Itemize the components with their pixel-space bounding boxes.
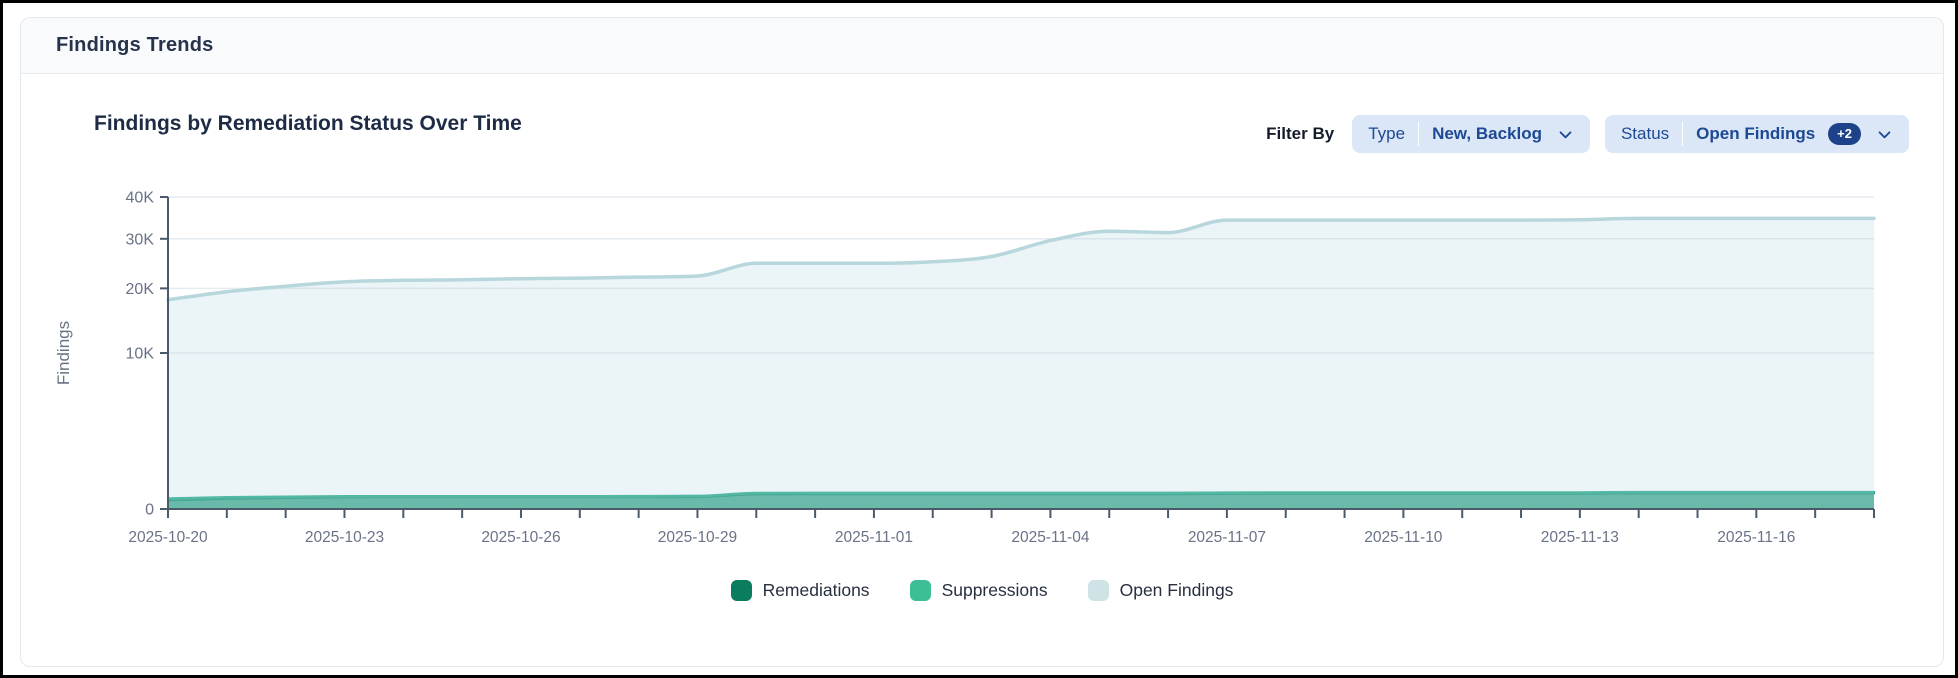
type-filter-dropdown[interactable]: Type New, Backlog bbox=[1352, 115, 1590, 153]
findings-trend-chart: 0 10K 20K 30K 40K 2025-10-20 2025-10-23 2025-10… bbox=[54, 190, 1876, 546]
x-tick-label: 2025-10-20 bbox=[128, 529, 208, 546]
status-filter-label: Status bbox=[1620, 124, 1670, 143]
y-tick-label: 10K bbox=[126, 346, 155, 363]
y-axis-title: Findings bbox=[54, 321, 73, 385]
status-filter-dropdown[interactable]: Status Open Findings +2 bbox=[1604, 115, 1909, 153]
filter-by-label: Filter By bbox=[1266, 124, 1335, 143]
y-tick-label: 40K bbox=[126, 190, 155, 207]
x-tick-label: 2025-11-10 bbox=[1364, 529, 1443, 546]
x-tick-label: 2025-10-23 bbox=[305, 529, 384, 546]
x-tick-label: 2025-10-29 bbox=[658, 529, 737, 546]
x-tick-label: 2025-11-04 bbox=[1011, 529, 1090, 546]
x-tick-label: 2025-11-07 bbox=[1188, 529, 1266, 546]
card-title: Findings Trends bbox=[56, 34, 214, 56]
y-tick-label: 30K bbox=[126, 231, 155, 248]
legend-label: Suppressions bbox=[941, 580, 1048, 600]
legend-label: Open Findings bbox=[1119, 580, 1234, 600]
chart-title: Findings by Remediation Status Over Time bbox=[94, 112, 522, 135]
y-tick-label: 20K bbox=[126, 281, 155, 298]
x-tick-label: 2025-11-16 bbox=[1717, 529, 1795, 546]
legend-swatch-icon bbox=[1087, 580, 1109, 601]
x-tick-label: 2025-11-13 bbox=[1541, 529, 1619, 546]
chevron-down-icon bbox=[1559, 130, 1572, 138]
legend-item-remediations[interactable]: Remediations bbox=[730, 580, 870, 601]
x-tick-label: 2025-10-26 bbox=[481, 529, 560, 546]
x-tick-label: 2025-11-01 bbox=[835, 529, 913, 546]
divider bbox=[1418, 122, 1420, 146]
type-filter-label: Type bbox=[1368, 124, 1406, 143]
card-header: Findings Trends bbox=[21, 18, 1943, 74]
status-filter-value: Open Findings bbox=[1696, 124, 1816, 143]
chart-legend: Remediations Suppressions Open Findings bbox=[21, 580, 1943, 601]
legend-label: Remediations bbox=[762, 580, 870, 600]
y-tick-label: 0 bbox=[145, 502, 154, 519]
line-series-open-findings bbox=[166, 216, 1876, 302]
area-series-open-findings bbox=[168, 218, 1874, 509]
findings-trends-card: Findings Trends Findings by Remediation … bbox=[20, 17, 1944, 667]
divider bbox=[1682, 122, 1684, 146]
chevron-down-icon bbox=[1878, 130, 1891, 138]
legend-swatch-icon bbox=[730, 580, 752, 601]
legend-swatch-icon bbox=[909, 580, 931, 601]
type-filter-value: New, Backlog bbox=[1432, 124, 1542, 143]
line-series-suppressions bbox=[166, 490, 1876, 500]
filter-row: Filter By Type New, Backlog Status Open … bbox=[1266, 115, 1909, 153]
status-extra-count-badge: +2 bbox=[1828, 123, 1861, 145]
legend-item-suppressions[interactable]: Suppressions bbox=[909, 580, 1048, 601]
legend-item-open-findings[interactable]: Open Findings bbox=[1087, 580, 1234, 601]
